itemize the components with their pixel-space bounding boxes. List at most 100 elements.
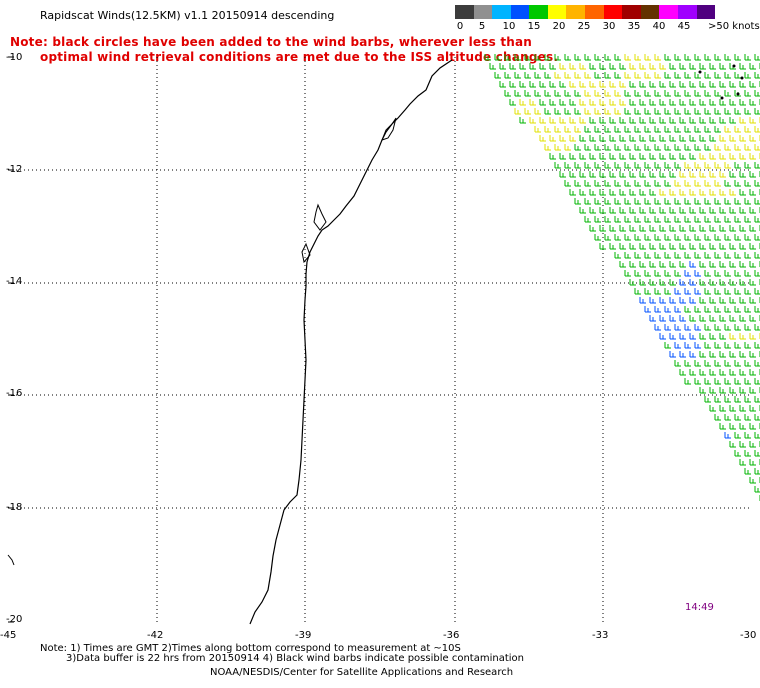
wind-barb bbox=[754, 288, 760, 295]
wind-barb bbox=[734, 54, 741, 61]
wind-barb bbox=[684, 108, 691, 115]
wind-barb bbox=[709, 225, 716, 232]
wind-barb bbox=[574, 72, 581, 79]
wind-barb bbox=[629, 279, 636, 286]
wind-barb bbox=[644, 180, 651, 187]
wind-barb bbox=[739, 189, 746, 196]
wind-barb bbox=[654, 144, 661, 151]
wind-barb bbox=[714, 270, 721, 277]
wind-barb bbox=[639, 171, 646, 178]
colorbar-label: 25 bbox=[577, 21, 591, 32]
wind-barb bbox=[724, 144, 731, 151]
wind-barb bbox=[524, 72, 531, 79]
wind-barb bbox=[679, 99, 686, 106]
wind-barb bbox=[614, 234, 621, 241]
wind-barb bbox=[669, 117, 676, 124]
wind-barb bbox=[694, 270, 701, 277]
wind-barb bbox=[584, 72, 591, 79]
wind-barb bbox=[734, 324, 741, 331]
wind-barb bbox=[614, 216, 621, 223]
wind-barb bbox=[709, 135, 716, 142]
wind-barb bbox=[639, 153, 646, 160]
wind-barb bbox=[714, 396, 721, 403]
wind-barb bbox=[544, 108, 551, 115]
wind-barb bbox=[734, 216, 741, 223]
wind-barb bbox=[614, 90, 621, 97]
wind-barb bbox=[604, 216, 611, 223]
wind-barb bbox=[509, 81, 516, 88]
wind-barb bbox=[724, 396, 731, 403]
wind-barb bbox=[749, 243, 756, 250]
wind-barb bbox=[624, 126, 631, 133]
wind-barb bbox=[664, 234, 671, 241]
wind-barb bbox=[739, 117, 746, 124]
wind-barb bbox=[654, 198, 661, 205]
wind-barb bbox=[609, 153, 616, 160]
wind-barb bbox=[689, 297, 696, 304]
wind-barb bbox=[644, 108, 651, 115]
colorbar-swatch bbox=[473, 5, 493, 19]
wind-barb bbox=[544, 72, 551, 79]
footer-note-1: Note: 1) Times are GMT 2)Times along bot… bbox=[40, 643, 461, 654]
wind-barb bbox=[659, 117, 666, 124]
wind-barb bbox=[649, 63, 656, 70]
wind-barb bbox=[649, 261, 656, 268]
wind-barb bbox=[699, 117, 706, 124]
wind-barb bbox=[724, 162, 731, 169]
wind-barb bbox=[614, 108, 621, 115]
wind-barb bbox=[724, 90, 731, 97]
colorbar-label: 20 bbox=[552, 21, 566, 32]
wind-barb bbox=[749, 459, 756, 466]
wind-barb bbox=[594, 234, 601, 241]
wind-barb bbox=[644, 54, 651, 61]
wind-barb bbox=[669, 279, 676, 286]
wind-barb bbox=[754, 162, 760, 169]
wind-barb bbox=[599, 189, 606, 196]
wind-barb bbox=[699, 153, 706, 160]
wind-barb bbox=[614, 198, 621, 205]
wind-barb bbox=[639, 189, 646, 196]
wind-barb bbox=[609, 99, 616, 106]
wind-barb bbox=[599, 171, 606, 178]
wind-barb bbox=[619, 171, 626, 178]
wind-barb bbox=[654, 270, 661, 277]
wind-barb bbox=[749, 135, 756, 142]
wind-barb bbox=[664, 90, 671, 97]
wind-barb bbox=[629, 171, 636, 178]
wind-barb bbox=[674, 270, 681, 277]
wind-barb bbox=[714, 252, 721, 259]
wind-barb bbox=[749, 351, 756, 358]
wind-barb bbox=[704, 288, 711, 295]
wind-barb bbox=[734, 108, 741, 115]
wind-barb bbox=[679, 279, 686, 286]
wind-barb bbox=[719, 135, 726, 142]
wind-barb bbox=[489, 63, 496, 70]
wind-barb bbox=[689, 189, 696, 196]
wind-barb bbox=[744, 432, 751, 439]
wind-barb bbox=[674, 306, 681, 313]
wind-barb bbox=[504, 90, 511, 97]
wind-barb bbox=[724, 180, 731, 187]
wind-barb bbox=[749, 477, 756, 484]
wind-barb bbox=[704, 342, 711, 349]
wind-barb bbox=[749, 369, 756, 376]
wind-barb bbox=[744, 252, 751, 259]
wind-barb bbox=[559, 81, 566, 88]
wind-barb bbox=[729, 441, 736, 448]
wind-barb bbox=[599, 63, 606, 70]
lat-label: -12 bbox=[6, 164, 23, 175]
contamination-marker bbox=[736, 92, 740, 96]
wind-barb bbox=[664, 180, 671, 187]
wind-barb bbox=[749, 117, 756, 124]
wind-barb bbox=[594, 198, 601, 205]
wind-barb bbox=[749, 423, 756, 430]
wind-barb bbox=[684, 234, 691, 241]
wind-barb bbox=[619, 117, 626, 124]
wind-barb bbox=[699, 351, 706, 358]
wind-barb bbox=[734, 180, 741, 187]
wind-barb bbox=[654, 288, 661, 295]
wind-barb bbox=[704, 144, 711, 151]
wind-barb bbox=[669, 207, 676, 214]
wind-barb bbox=[554, 90, 561, 97]
wind-barb bbox=[704, 198, 711, 205]
